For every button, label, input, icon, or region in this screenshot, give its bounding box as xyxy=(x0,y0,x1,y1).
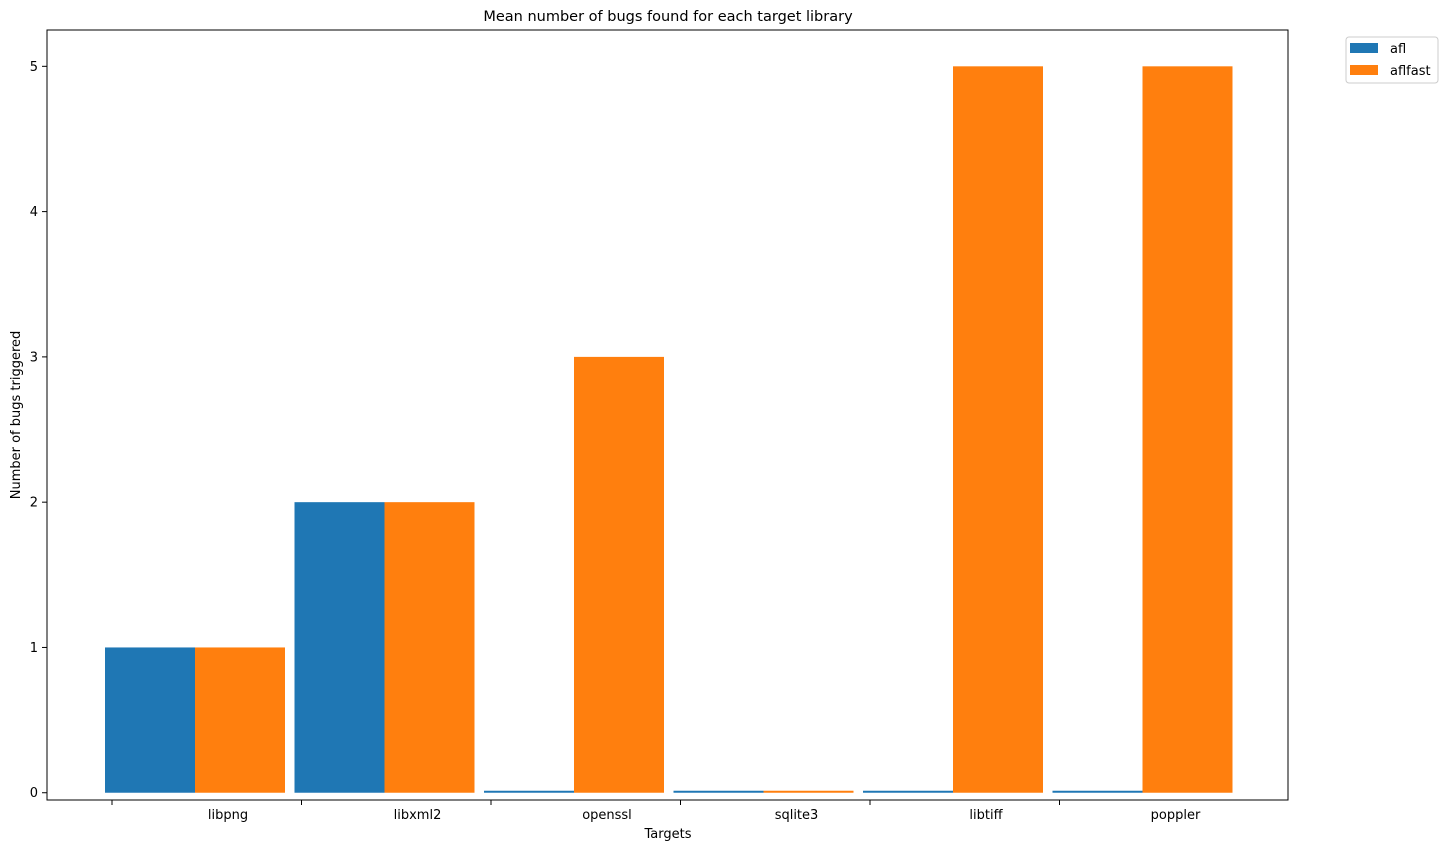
y-tick-label: 1 xyxy=(30,641,38,656)
bar-aflfast-libpng xyxy=(195,647,285,793)
x-tick-label-libxml2: libxml2 xyxy=(394,808,442,823)
bar-afl-openssl xyxy=(484,790,574,793)
y-tick-label: 2 xyxy=(30,496,38,511)
bar-aflfast-poppler xyxy=(1142,66,1233,793)
bar-aflfast-libxml2 xyxy=(384,502,475,793)
legend-swatch-afl xyxy=(1350,43,1378,53)
legend-label-afl: afl xyxy=(1390,42,1406,57)
plot-frame xyxy=(46,29,1289,801)
x-tick-label-poppler: poppler xyxy=(1151,808,1201,823)
x-tick-label-libpng: libpng xyxy=(208,808,248,823)
bar-aflfast-libtiff xyxy=(953,66,1043,793)
bar-afl-libxml2 xyxy=(294,502,385,793)
legend-swatch-aflfast xyxy=(1350,65,1378,75)
bar-aflfast-openssl xyxy=(574,356,664,793)
x-axis-label: Targets xyxy=(644,827,692,842)
bars-layer xyxy=(105,66,1233,793)
x-tick-label-openssl: openssl xyxy=(582,808,632,823)
y-tick-label: 0 xyxy=(30,786,38,801)
bar-afl-poppler xyxy=(1052,790,1143,793)
bar-afl-libtiff xyxy=(863,790,953,793)
x-tick-label-sqlite3: sqlite3 xyxy=(775,808,819,823)
y-axis: 0 1 2 3 4 5 xyxy=(30,60,47,801)
bar-afl-sqlite3 xyxy=(673,790,764,793)
chart-title: Mean number of bugs found for each targe… xyxy=(483,9,853,25)
legend: afl aflfast xyxy=(1345,36,1439,84)
bar-aflfast-sqlite3 xyxy=(763,790,854,793)
legend-label-aflfast: aflfast xyxy=(1390,64,1431,79)
y-tick-label: 3 xyxy=(30,350,38,365)
y-axis-label: Number of bugs triggered xyxy=(9,331,24,500)
x-tick-label-libtiff: libtiff xyxy=(969,808,1003,823)
y-tick-label: 5 xyxy=(30,60,38,75)
x-axis: libpng libxml2 openssl sqlite3 libtiff popple… xyxy=(111,800,1201,823)
bar-afl-libpng xyxy=(105,647,195,793)
y-tick-label: 4 xyxy=(30,205,38,220)
